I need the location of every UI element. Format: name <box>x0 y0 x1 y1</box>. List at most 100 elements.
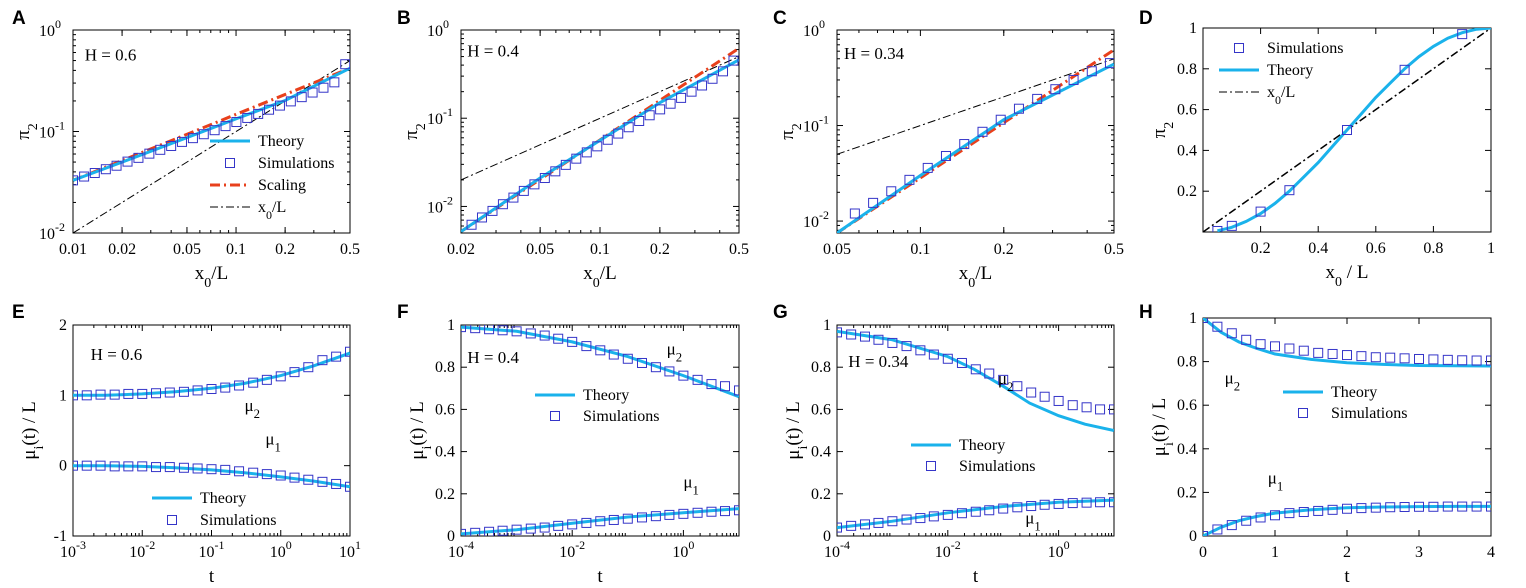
simulation-point <box>73 175 78 186</box>
panel-E: E 10-3 10-2 10-1 100 101 -1 0 1 2 t μi(t) / L H = 0.… <box>12 302 361 587</box>
simulation-point <box>676 92 687 103</box>
simulation-point <box>303 362 314 373</box>
y-tick-label: 0.2 <box>435 486 455 503</box>
legend-label: Simulations <box>1267 40 1343 57</box>
simulation-markers <box>837 327 1114 415</box>
simulation-point <box>718 66 729 77</box>
simulation-point <box>192 385 203 396</box>
legend-label: Theory <box>258 133 304 150</box>
simulation-point <box>644 110 655 121</box>
mu-annotation: μ1 <box>265 430 281 455</box>
simulation-point <box>623 122 634 133</box>
y-tick-label: 10-2 <box>803 208 829 231</box>
simulation-markers <box>461 505 739 536</box>
simulation-point <box>1109 404 1114 415</box>
simulation-point <box>970 364 981 375</box>
simulation-point <box>123 388 134 399</box>
simulation-point <box>1212 225 1223 232</box>
x-axis-label: x0/L <box>959 263 992 291</box>
axes-frame-C <box>836 29 1115 234</box>
simulation-point <box>234 380 245 391</box>
plot-area-G <box>837 327 1114 533</box>
simulation-markers <box>1212 29 1468 232</box>
simulation-point <box>187 133 198 144</box>
legend-label: Simulations <box>258 155 334 172</box>
simulation-markers <box>73 59 350 186</box>
simulation-point <box>1471 355 1482 366</box>
simulation-point <box>608 349 619 360</box>
simulation-markers <box>73 460 350 492</box>
y-tick-label: 0.6 <box>1177 102 1197 119</box>
simulation-point <box>581 517 592 528</box>
simulation-point <box>539 173 550 184</box>
panel-label-H: H <box>1139 302 1153 323</box>
x-tick-label: 10-2 <box>559 538 585 561</box>
simulation-point <box>1241 334 1252 345</box>
simulation-point <box>109 461 120 472</box>
legend-label: x0/L <box>258 199 286 222</box>
simulation-point <box>1298 345 1309 356</box>
simulation-point <box>655 104 666 115</box>
legend-marker <box>1234 43 1244 53</box>
simulation-point <box>734 385 739 396</box>
simulation-point <box>525 523 536 534</box>
y-axis-label: μi(t) / L <box>1149 398 1177 456</box>
simulation-point <box>1081 497 1092 508</box>
x-tick-label: 10-2 <box>129 538 155 561</box>
simulation-point <box>166 140 177 151</box>
simulation-point <box>109 389 120 400</box>
theory-curve <box>837 62 1114 233</box>
legend-marker <box>167 515 177 525</box>
y-tick-label: 1 <box>1189 20 1197 37</box>
simulation-point <box>307 87 318 98</box>
simulation-point <box>1327 348 1338 359</box>
x-axis-label: t <box>209 566 215 587</box>
simulation-point <box>164 387 175 398</box>
simulation-markers <box>1203 318 1491 366</box>
panel-label-F: F <box>397 302 409 323</box>
x-axis-label: x0/L <box>195 263 228 291</box>
simulation-point <box>285 96 296 107</box>
simulation-point <box>1284 185 1295 196</box>
h-annotation: H = 0.4 <box>467 348 519 367</box>
simulation-point <box>511 326 522 337</box>
theory-curve <box>837 498 1114 530</box>
y-tick-label: 0.4 <box>1177 142 1197 159</box>
y-axis-label: π2 <box>1149 122 1177 139</box>
simulation-point <box>1039 391 1050 402</box>
x-tick-label: 2 <box>1343 544 1351 561</box>
simulation-point <box>198 129 209 140</box>
y-tick-label: 1 <box>447 317 455 334</box>
legend-marker <box>1298 408 1308 418</box>
simulation-point <box>1298 507 1309 518</box>
simulation-point <box>1012 502 1023 513</box>
simulation-point <box>1414 501 1424 512</box>
x-tick-label: 10-1 <box>199 538 225 561</box>
simulation-point <box>942 353 953 364</box>
simulation-point <box>1414 353 1424 364</box>
legend-label: Theory <box>959 437 1005 454</box>
x-axis-label: t <box>597 566 603 587</box>
simulation-point <box>995 114 1006 125</box>
y-tick-label: 0.4 <box>811 444 831 461</box>
y-axis-label: μi(t) / L <box>19 401 47 459</box>
simulation-markers <box>849 58 1114 219</box>
x-axis-label: x0 / L <box>1326 262 1369 290</box>
simulation-point <box>1053 498 1064 509</box>
simulation-point <box>1486 501 1491 512</box>
x-tick-label: 0.4 <box>1308 240 1328 257</box>
simulation-point <box>622 513 633 524</box>
simulation-point <box>859 331 870 342</box>
simulation-point <box>901 341 912 352</box>
legend-D: Simulations Theory x0/L <box>1219 40 1343 107</box>
simulation-point <box>497 325 508 336</box>
legend-F: Theory Simulations <box>535 387 659 425</box>
panel-A: A 0.01 0.02 0.05 0.1 0.2 0.5 10-2 10-1 100 x0/L π2 H… <box>12 8 360 291</box>
simulation-point <box>1457 29 1468 40</box>
simulation-point <box>151 462 162 473</box>
simulation-point <box>706 506 717 517</box>
x-tick-label: 10-4 <box>824 538 850 561</box>
y-axis-label: π2 <box>401 123 429 140</box>
y-tick-label: 0.8 <box>1177 354 1197 371</box>
simulation-point <box>1471 501 1482 512</box>
